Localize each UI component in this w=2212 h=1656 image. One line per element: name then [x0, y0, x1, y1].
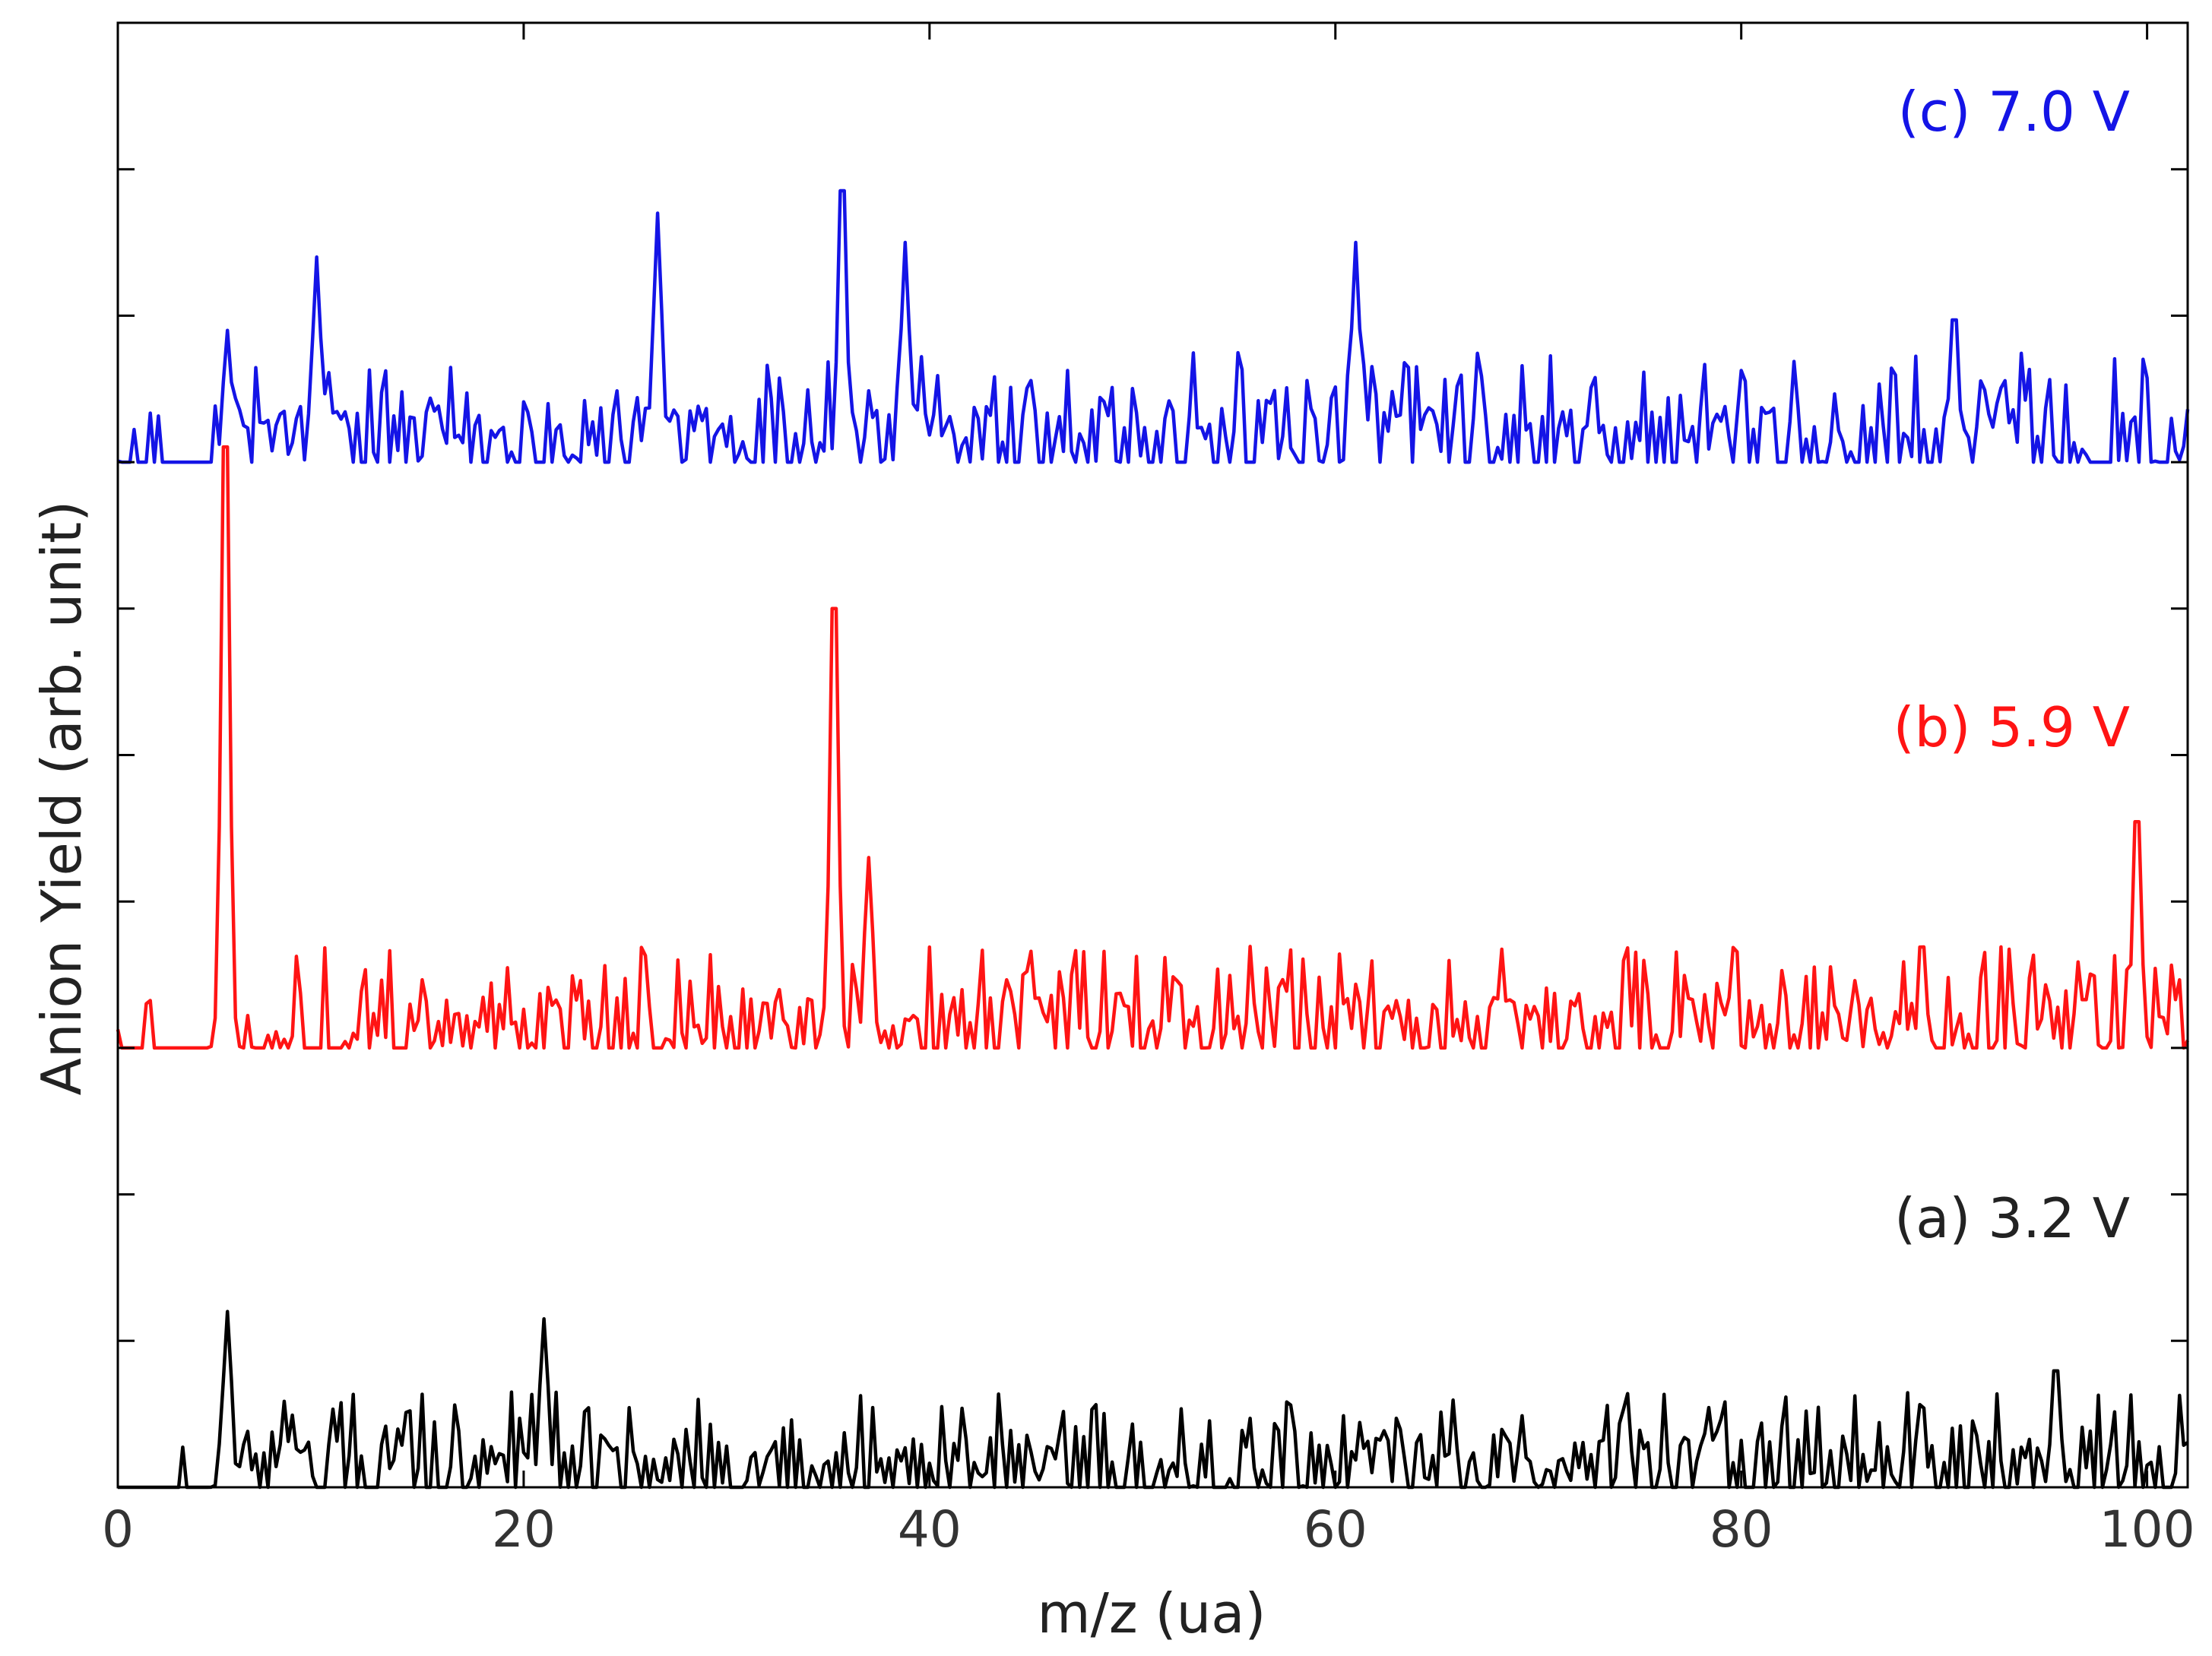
plot-frame — [116, 21, 2189, 1489]
x-tick-label-60: 60 — [1304, 1500, 1367, 1559]
tick-labels-group: 0 20 40 60 80 100 — [102, 1500, 2195, 1559]
series-label-b: (b) 5.9 V — [1894, 695, 2130, 759]
x-tick-label-80: 80 — [1710, 1500, 1773, 1559]
ticks-group — [116, 23, 2188, 1487]
series-line-b — [116, 445, 2189, 1050]
x-tick-label-40: 40 — [898, 1500, 962, 1559]
series-line-c — [117, 188, 2190, 464]
y-axis-title: Anion Yield (arb. unit) — [30, 501, 93, 1096]
x-tick-label-100: 100 — [2099, 1500, 2195, 1559]
series-label-a: (a) 3.2 V — [1894, 1186, 2130, 1250]
x-axis-title: m/z (ua) — [1037, 1582, 1266, 1645]
x-tick-label-0: 0 — [102, 1500, 134, 1559]
x-tick-label-20: 20 — [492, 1500, 556, 1559]
series-label-c: (c) 7.0 V — [1898, 80, 2130, 144]
